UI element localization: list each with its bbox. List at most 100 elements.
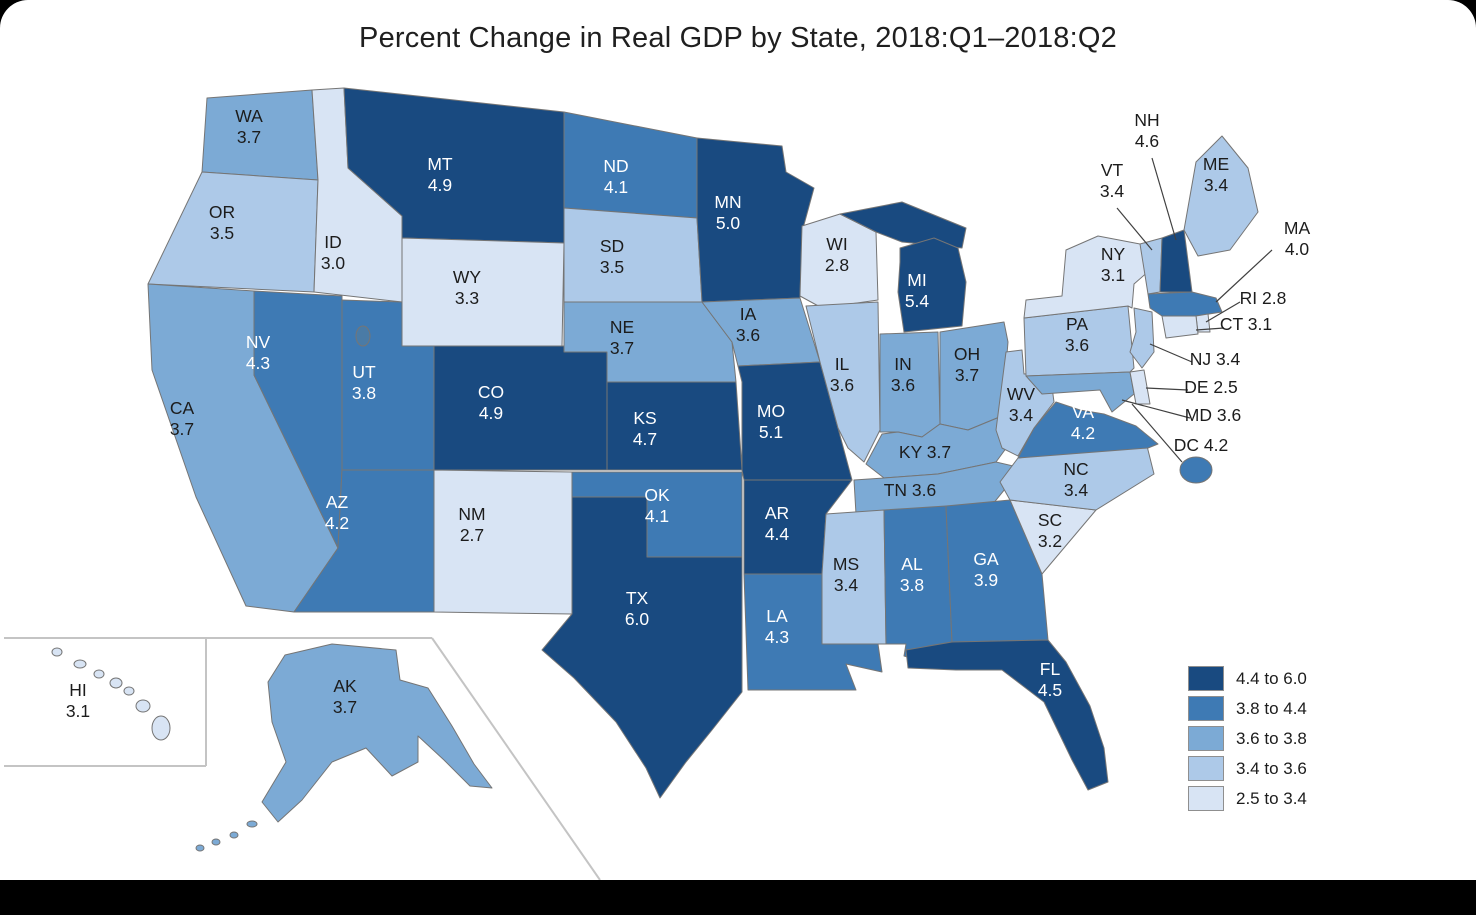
- label-NM: NM 2.7: [458, 504, 485, 545]
- legend-row-0: 4.4 to 6.0: [1188, 666, 1307, 691]
- hawaii-island: [151, 715, 171, 741]
- legend-label: 3.8 to 4.4: [1236, 698, 1307, 718]
- great-salt-lake: [355, 325, 371, 347]
- label-UT: UT 3.8: [352, 362, 376, 403]
- label-LA: LA 4.3: [765, 606, 789, 647]
- label-MS: MS 3.4: [833, 554, 859, 595]
- state-CO: [433, 345, 608, 471]
- state-MI-upper-peninsula: [839, 201, 967, 249]
- label-OR: OR 3.5: [209, 202, 235, 243]
- callout-line-NJ: [1149, 343, 1193, 363]
- label-RI: RI 2.8: [1240, 288, 1287, 308]
- label-MO: MO 5.1: [757, 401, 785, 442]
- label-MN: MN 5.0: [714, 192, 741, 233]
- state-DE: [1129, 369, 1151, 405]
- label-WV: WV 3.4: [1007, 384, 1036, 425]
- label-SC: SC 3.2: [1038, 510, 1062, 551]
- label-MA: MA 4.0: [1284, 218, 1311, 259]
- label-DE: DE 2.5: [1184, 377, 1238, 397]
- callout-line-NH: [1151, 157, 1177, 241]
- state-GA: [945, 499, 1049, 643]
- map-card: Percent Change in Real GDP by State, 201…: [0, 0, 1476, 880]
- legend-label: 2.5 to 3.4: [1236, 788, 1307, 808]
- state-MA: [1147, 291, 1223, 317]
- state-labels: AL 3.8 AK 3.7 AZ 4.2 AR 4.4 CA 3.7 CO 4.9 CT 3.1 DE 2…: [66, 106, 1311, 721]
- label-MI: MI 5.4: [905, 270, 930, 311]
- callout-line-RI: [1205, 301, 1241, 323]
- label-GA: GA 3.9: [973, 549, 999, 590]
- state-ND: [563, 111, 698, 219]
- legend-row-4: 2.5 to 3.4: [1188, 786, 1307, 811]
- callout-line-MA: [1215, 249, 1273, 303]
- label-CA: CA 3.7: [170, 398, 195, 439]
- state-AK: [261, 643, 493, 823]
- hawaii-island: [135, 699, 151, 713]
- inset-borders: [4, 637, 601, 880]
- aleutian-island: [195, 844, 205, 852]
- legend-row-1: 3.8 to 4.4: [1188, 696, 1307, 721]
- label-AK: AK 3.7: [333, 676, 357, 717]
- label-PA: PA 3.6: [1065, 314, 1089, 355]
- hawaii-island: [93, 669, 105, 679]
- legend-row-2: 3.6 to 3.8: [1188, 726, 1307, 751]
- label-KY: KY 3.7: [899, 442, 951, 462]
- legend-swatch: [1188, 756, 1224, 781]
- label-NC: NC 3.4: [1063, 459, 1088, 500]
- state-ME: [1183, 135, 1259, 257]
- legend: 4.4 to 6.0 3.8 to 4.4 3.6 to 3.8 3.4 to 3.6…: [1188, 666, 1307, 811]
- state-TX: [541, 496, 743, 799]
- label-FL: FL 4.5: [1038, 659, 1062, 700]
- aleutian-island: [211, 838, 221, 846]
- state-AZ: [293, 469, 435, 613]
- state-IL: [805, 301, 881, 463]
- label-NV: NV 4.3: [246, 332, 271, 373]
- label-ID: ID 3.0: [321, 232, 346, 273]
- label-AR: AR 4.4: [765, 503, 790, 544]
- state-WY: [401, 237, 565, 347]
- states-layer: [51, 87, 1259, 852]
- label-CO: CO 4.9: [478, 382, 504, 423]
- state-NM: [433, 469, 573, 615]
- label-ND: ND 4.1: [603, 156, 628, 197]
- label-WI: WI 2.8: [825, 234, 849, 275]
- state-FL: [905, 639, 1109, 791]
- label-IL: IL 3.6: [830, 354, 854, 395]
- label-ME: ME 3.4: [1203, 154, 1229, 195]
- inset-border-diagonal: [431, 637, 601, 880]
- label-NH: NH 4.6: [1134, 110, 1159, 151]
- label-WY: WY 3.3: [453, 267, 482, 308]
- state-MN: [696, 137, 815, 303]
- state-KS: [606, 381, 743, 471]
- legend-label: 3.6 to 3.8: [1236, 728, 1307, 748]
- legend-swatch: [1188, 696, 1224, 721]
- page-title: Percent Change in Real GDP by State, 201…: [359, 22, 1117, 54]
- legend-swatch: [1188, 786, 1224, 811]
- state-DC: [1179, 456, 1213, 484]
- label-AL: AL 3.8: [900, 554, 924, 595]
- hawaii-island: [73, 659, 87, 669]
- state-VT: [1139, 237, 1163, 295]
- callout-line-MD: [1121, 399, 1191, 419]
- us-choropleth-map: AL 3.8 AK 3.7 AZ 4.2 AR 4.4 CA 3.7 CO 4.9 CT 3.1 DE 2…: [4, 87, 1311, 880]
- label-IA: IA 3.6: [736, 304, 760, 345]
- label-NY: NY 3.1: [1101, 244, 1126, 285]
- label-HI: HI 3.1: [66, 680, 90, 721]
- hawaii-island: [51, 647, 63, 657]
- legend-swatch: [1188, 666, 1224, 691]
- legend-label: 3.4 to 3.6: [1236, 758, 1307, 778]
- legend-row-3: 3.4 to 3.6: [1188, 756, 1307, 781]
- state-CT: [1161, 315, 1199, 339]
- legend-swatch: [1188, 726, 1224, 751]
- label-TN: TN 3.6: [884, 480, 937, 500]
- label-OH: OH 3.7: [954, 344, 980, 385]
- callout-lines: [1116, 157, 1273, 463]
- label-NE: NE 3.7: [610, 317, 634, 358]
- label-SD: SD 3.5: [600, 236, 624, 277]
- hawaii-island: [123, 686, 135, 696]
- label-CT: CT 3.1: [1220, 314, 1272, 334]
- label-MT: MT 4.9: [427, 154, 453, 195]
- label-IN: IN 3.6: [891, 354, 915, 395]
- label-OK: OK 4.1: [644, 485, 670, 526]
- state-MI: [897, 237, 967, 333]
- label-VT: VT 3.4: [1100, 160, 1125, 201]
